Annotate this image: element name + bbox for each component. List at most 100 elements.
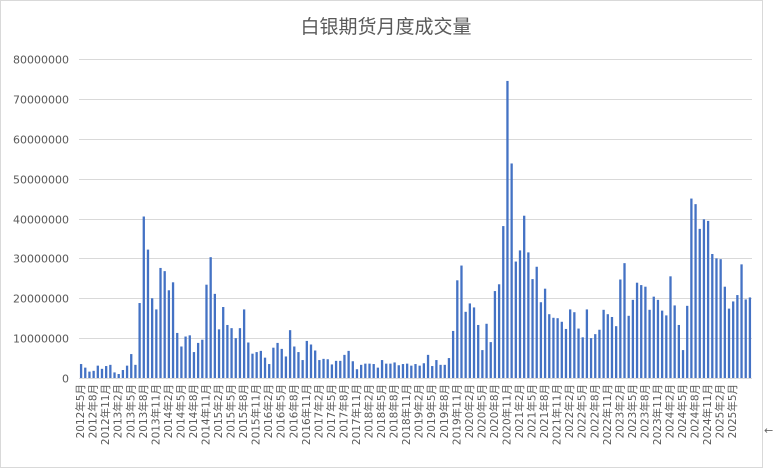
bar <box>318 360 321 378</box>
x-tick-label: 2012年5月 <box>74 384 87 438</box>
x-tick-label: 2015年2月 <box>212 384 225 438</box>
bar <box>180 346 183 378</box>
bar <box>184 336 187 378</box>
x-tick-label: 2024年11月 <box>701 384 714 445</box>
bar <box>535 266 538 378</box>
bar <box>631 299 635 378</box>
bar <box>686 305 689 378</box>
y-tick-label: 80000000 <box>13 54 69 67</box>
y-tick-label: 60000000 <box>13 134 69 147</box>
x-tick-label: 2018年2月 <box>363 384 376 438</box>
bar <box>297 352 300 378</box>
bar <box>706 220 710 378</box>
bar <box>468 303 471 378</box>
bar <box>242 309 246 378</box>
bar <box>334 360 338 378</box>
bar <box>389 363 392 378</box>
x-tick-label: 2023年2月 <box>613 384 626 438</box>
x-tick-label: 2024年5月 <box>676 384 689 438</box>
x-axis-tick-labels: 2012年5月 2012年8月 2012年11月 2013年2月 2013年5月 2013… <box>74 384 739 445</box>
bar <box>314 350 317 378</box>
x-tick-label: 2022年2月 <box>563 384 576 438</box>
x-tick-label: 2018年11月 <box>400 384 413 445</box>
x-tick-label: 2024年8月 <box>689 384 702 438</box>
x-tick-label: 2018年5月 <box>375 384 388 438</box>
bar <box>163 271 166 378</box>
x-tick-label: 2023年5月 <box>626 384 639 438</box>
bar <box>146 249 150 378</box>
bar <box>410 365 413 378</box>
bar <box>155 309 158 378</box>
bar <box>217 329 221 378</box>
bar <box>477 324 480 378</box>
x-tick-label: 2021年11月 <box>551 384 564 445</box>
bar <box>539 302 543 378</box>
bar <box>677 324 680 378</box>
bar <box>585 309 589 378</box>
bar <box>418 365 421 378</box>
bar <box>380 360 384 378</box>
bar <box>130 354 133 378</box>
bar <box>460 265 463 378</box>
y-tick-label: 40000000 <box>13 214 69 227</box>
bar <box>740 264 743 378</box>
bar <box>564 328 568 378</box>
bar <box>255 352 258 378</box>
bar <box>326 359 329 378</box>
collapse-arrow-icon[interactable]: ← <box>764 424 774 437</box>
bar <box>113 372 116 378</box>
bar <box>92 370 95 378</box>
bar <box>301 360 304 378</box>
bar <box>322 358 325 378</box>
y-tick-label: 30000000 <box>13 253 69 266</box>
bar <box>577 328 580 378</box>
bar <box>439 364 442 378</box>
bar <box>669 276 672 378</box>
bar <box>690 198 693 378</box>
bar <box>736 295 739 378</box>
x-tick-label: 2017年5月 <box>325 384 338 438</box>
bar <box>694 204 697 378</box>
x-tick-label: 2019年2月 <box>413 384 426 438</box>
x-tick-label: 2021年2月 <box>513 384 526 438</box>
bar <box>748 297 752 378</box>
bar <box>594 334 597 378</box>
x-tick-label: 2025年5月 <box>726 384 739 438</box>
bar <box>347 350 350 378</box>
x-tick-label: 2016年5月 <box>275 384 288 438</box>
bar <box>510 163 513 378</box>
x-tick-label: 2019年5月 <box>425 384 438 438</box>
bar <box>397 365 400 378</box>
bar <box>635 282 639 378</box>
bar <box>305 340 308 378</box>
bar <box>698 228 701 378</box>
bar <box>606 314 609 378</box>
x-tick-label: 2023年11月 <box>651 384 664 445</box>
x-tick-label: 2015年11月 <box>250 384 263 445</box>
x-tick-label: 2016年2月 <box>262 384 275 438</box>
bar <box>309 344 313 378</box>
bar <box>497 284 501 378</box>
bar <box>456 280 459 378</box>
x-tick-label: 2020年8月 <box>488 384 501 438</box>
bar <box>376 367 380 378</box>
bar <box>644 286 647 378</box>
grid-layer <box>79 59 752 339</box>
bar <box>443 364 446 378</box>
bar <box>732 301 735 378</box>
bar <box>623 263 626 378</box>
y-tick-label: 50000000 <box>13 174 69 187</box>
x-tick-label: 2021年5月 <box>526 384 539 438</box>
bar <box>105 366 108 378</box>
bar <box>159 267 162 378</box>
bar <box>276 342 279 378</box>
bar <box>431 366 434 378</box>
bar <box>514 261 517 378</box>
bar <box>259 350 262 378</box>
bar <box>552 317 555 378</box>
bar <box>615 326 618 378</box>
x-tick-label: 2017年2月 <box>312 384 325 438</box>
bar <box>602 309 605 378</box>
x-tick-label: 2022年5月 <box>576 384 589 438</box>
bar <box>171 282 175 378</box>
